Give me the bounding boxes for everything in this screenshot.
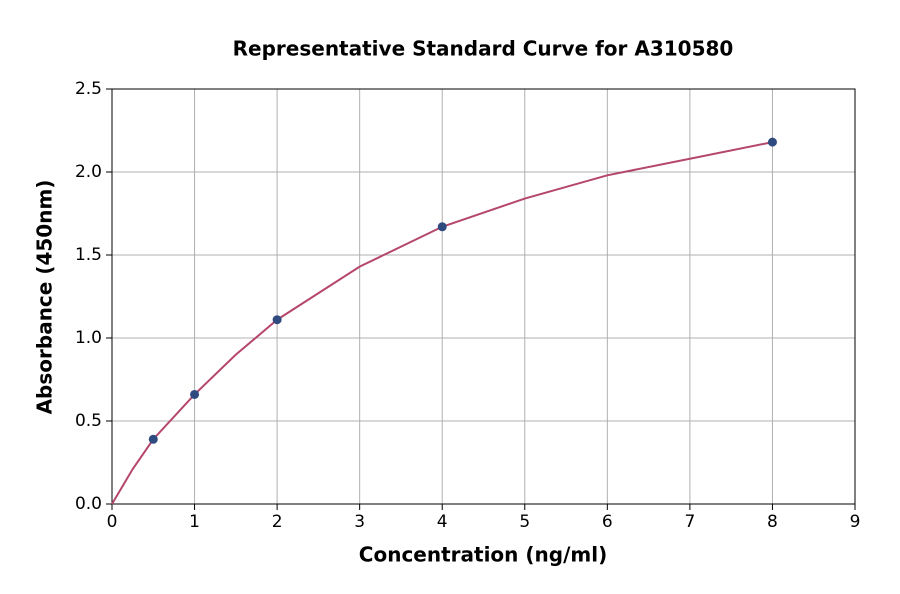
x-tick-label: 0: [107, 512, 118, 532]
y-tick-label: 2.0: [75, 162, 102, 182]
fit-curve: [111, 141, 773, 505]
y-tick-label: 1.0: [75, 328, 102, 348]
x-tick-label: 1: [189, 512, 200, 532]
y-tick-label: 0.0: [75, 494, 102, 514]
data-point: [190, 389, 200, 399]
x-tick-label: 2: [272, 512, 283, 532]
x-tick-label: 5: [519, 512, 530, 532]
x-tick-label: 7: [684, 512, 695, 532]
data-point: [767, 137, 777, 147]
x-tick-label: 9: [850, 512, 861, 532]
x-axis-label: Concentration (ng/ml): [359, 543, 607, 567]
y-tick-label: 0.5: [75, 411, 102, 431]
x-tick-label: 8: [767, 512, 778, 532]
x-tick-label: 6: [602, 512, 613, 532]
y-tick-label: 2.5: [75, 79, 102, 99]
data-point: [148, 434, 158, 444]
plot-frame: [111, 88, 856, 505]
chart-title: Representative Standard Curve for A31058…: [233, 37, 734, 61]
x-tick-label: 4: [437, 512, 448, 532]
data-point: [272, 315, 282, 325]
data-point: [437, 222, 447, 232]
x-tick-label: 3: [354, 512, 365, 532]
y-axis-label: Absorbance (450nm): [33, 180, 57, 415]
y-tick-label: 1.5: [75, 245, 102, 265]
